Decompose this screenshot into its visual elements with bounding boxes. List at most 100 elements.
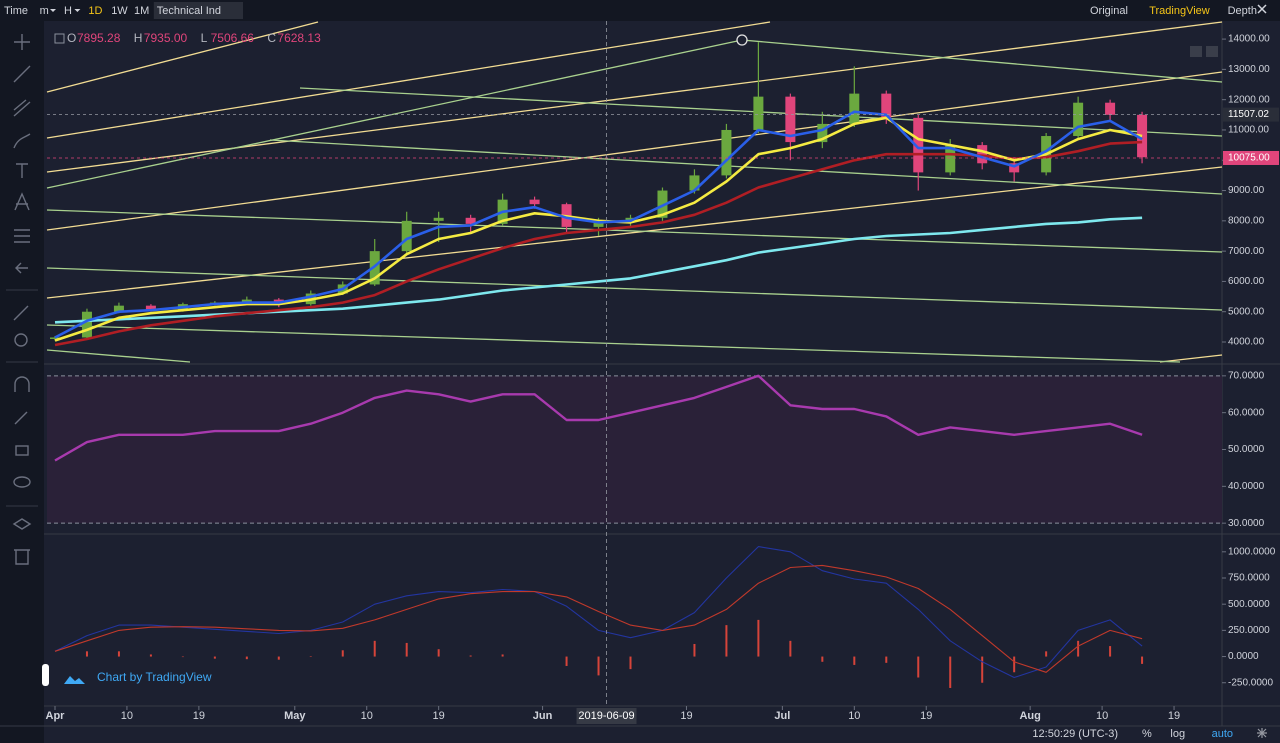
pattern-tool[interactable] (14, 192, 30, 211)
legend-key: O (67, 31, 76, 45)
candle-body (145, 305, 156, 311)
histogram-bar (789, 640, 792, 657)
histogram-bar (1045, 651, 1048, 657)
draw-mode-tool[interactable] (14, 411, 28, 425)
candle-body (849, 93, 860, 124)
legend-key: H (134, 31, 143, 45)
histogram-bar (373, 640, 376, 657)
histogram-bar (981, 656, 984, 683)
candle-body (721, 129, 732, 176)
candle-body (401, 220, 412, 252)
price-label-box (1223, 107, 1279, 122)
y-tick-label: 14000.00 (1228, 34, 1270, 45)
trend-line (46, 71, 1223, 231)
ruler-tool[interactable] (13, 305, 29, 321)
x-tick-label: May (284, 710, 306, 722)
trend-line (46, 39, 743, 189)
y-tick-label: 11000.00 (1228, 125, 1269, 136)
trend-line (269, 139, 1223, 195)
back-tool[interactable] (15, 262, 28, 274)
plots: O 7895.28 H 7935.00 L 7506.66 C 7628.13 Apr 10 19 M… (46, 21, 1279, 740)
legend-value: 7935.00 (144, 31, 188, 45)
scale-button[interactable]: % (1142, 728, 1152, 740)
x-tick-label: Jun (533, 710, 553, 722)
x-tick-label: 19 (920, 710, 932, 722)
scroll-handle[interactable] (42, 664, 49, 686)
x-tick-label: 19 (433, 710, 445, 722)
candle-body (1105, 102, 1116, 115)
tool-icons (6, 34, 49, 686)
candle-body (529, 199, 540, 205)
scale-button[interactable]: log (1170, 728, 1185, 740)
y-tick-label: 9000.00 (1228, 185, 1265, 196)
series-line (54, 110, 1143, 339)
settings-button[interactable] (1257, 728, 1267, 738)
scale-button[interactable]: auto (1212, 728, 1233, 740)
candle-body (433, 217, 444, 221)
legend-value: 7628.13 (277, 31, 321, 45)
toolbar-item[interactable]: Technical Ind (157, 5, 221, 17)
view-tab[interactable]: Depth (1228, 5, 1257, 17)
histogram-bar (885, 656, 888, 663)
panel-button[interactable] (1190, 46, 1202, 57)
candle-body (817, 123, 828, 143)
delete-tool[interactable] (14, 549, 30, 565)
view-tab[interactable]: TradingView (1149, 5, 1210, 17)
crosshair-tool[interactable] (14, 34, 30, 50)
price-label-box (1223, 150, 1279, 165)
toolbar-item[interactable]: 1M (134, 5, 149, 17)
histogram-bar (245, 656, 248, 660)
histogram-bar (1141, 656, 1144, 664)
text-tool[interactable] (16, 163, 28, 178)
toolbar-item[interactable]: m (40, 5, 49, 17)
candle-body (465, 217, 476, 224)
trendline-tool[interactable] (13, 65, 31, 83)
visibility-tool[interactable] (13, 476, 31, 488)
panel-button[interactable] (1206, 46, 1218, 57)
magnet-tool[interactable] (14, 376, 30, 392)
toolbar-group: Time m H 1D 1W 1M Technical Ind Original Trading… (4, 2, 1267, 19)
candle-body (49, 337, 60, 339)
series-line (54, 564, 1143, 673)
view-tab[interactable]: Original (1090, 5, 1128, 17)
watermark-logo (64, 676, 85, 684)
y-tick-label: 5000.00 (1228, 306, 1265, 317)
y-tick-label: 7000.00 (1228, 246, 1265, 257)
x-tick-label: 10 (848, 710, 860, 722)
candle-body (977, 145, 988, 164)
y-tick-label: 250.0000 (1228, 625, 1270, 636)
zoom-tool[interactable] (14, 333, 28, 347)
indicator-button-bg[interactable] (153, 2, 243, 19)
candle-body (785, 96, 796, 143)
histogram-bar (85, 651, 88, 657)
toolbar-item[interactable]: 1W (111, 5, 128, 17)
histogram-bar (181, 656, 184, 658)
anchor-point[interactable] (736, 34, 748, 46)
toolbar-item[interactable]: Time (4, 5, 28, 17)
series-line (54, 140, 1143, 347)
candle-body (1009, 163, 1020, 173)
histogram-bar (149, 654, 152, 657)
x-tick-label: 19 (680, 710, 692, 722)
toolbar-item[interactable]: 1D (88, 5, 102, 17)
trend-line (741, 39, 1223, 83)
toolbar-item[interactable]: H (64, 5, 72, 17)
trend-line (46, 267, 1223, 311)
rsi-band (47, 375, 1222, 524)
x-tick-label: Aug (1019, 710, 1040, 722)
y-tick-label: 30.0000 (1228, 518, 1265, 529)
fib-tool[interactable] (13, 99, 31, 117)
histogram-bar (469, 655, 472, 657)
brush-tool[interactable] (13, 133, 31, 149)
histogram-bar (277, 656, 280, 660)
histogram-bar (853, 656, 856, 665)
y-tick-label: 13000.00 (1228, 64, 1270, 75)
x-tick-label: Apr (46, 710, 66, 722)
lock-tool[interactable] (15, 445, 29, 456)
series-line (54, 374, 1143, 462)
fullscreen-button[interactable] (1257, 4, 1267, 14)
y-tick-label: 60.0000 (1228, 407, 1265, 418)
prediction-tool[interactable] (14, 229, 30, 243)
layers-tool[interactable] (12, 518, 32, 530)
